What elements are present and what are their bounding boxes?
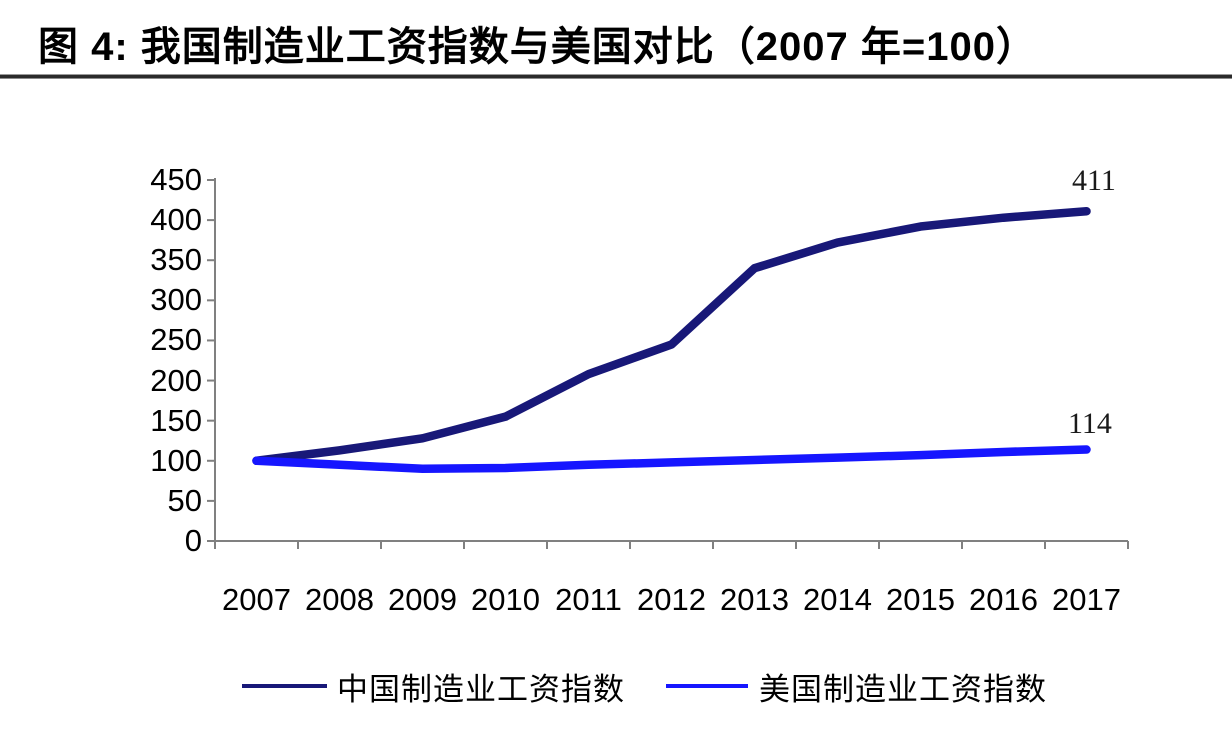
- x-tick-label: 2010: [471, 582, 540, 617]
- x-tick-label: 2007: [222, 582, 291, 617]
- series-end-label-us: 114: [1068, 407, 1112, 440]
- series-end-label-china: 411: [1072, 164, 1116, 197]
- x-tick-label: 2011: [555, 582, 622, 617]
- us-series-line: [252, 445, 1091, 474]
- china-line-swatch: [242, 684, 327, 688]
- y-tick-label: 200: [150, 362, 202, 398]
- legend-label-us: 美国制造业工资指数: [759, 672, 1047, 707]
- x-tick-label: 2015: [886, 582, 955, 617]
- y-tick-label: 250: [150, 322, 202, 358]
- y-tick-label: 100: [150, 442, 202, 478]
- x-tick-label: 2014: [803, 582, 872, 617]
- x-tick-label: 2016: [969, 582, 1038, 617]
- x-tick-label: 2008: [305, 582, 374, 617]
- x-tick-label: 2009: [388, 582, 457, 617]
- y-tick-label: 0: [184, 523, 202, 558]
- title-separator: [0, 74, 1232, 79]
- y-tick-label: 450: [150, 162, 202, 197]
- china-series-line: [252, 207, 1091, 466]
- legend-label-china: 中国制造业工资指数: [337, 672, 625, 707]
- y-tick-label: 400: [150, 202, 202, 238]
- y-tick-label: 350: [150, 242, 202, 278]
- us-line-swatch: [666, 684, 748, 688]
- figure-title: 图 4: 我国制造业工资指数与美国对比（2007 年=100）: [38, 25, 1037, 69]
- y-tick-label: 150: [150, 402, 202, 438]
- x-tick-label: 2013: [720, 582, 789, 617]
- y-tick-label: 50: [167, 482, 202, 518]
- x-tick-label: 2017: [1052, 582, 1121, 617]
- y-tick-label: 300: [150, 282, 202, 318]
- x-tick-label: 2012: [637, 582, 706, 617]
